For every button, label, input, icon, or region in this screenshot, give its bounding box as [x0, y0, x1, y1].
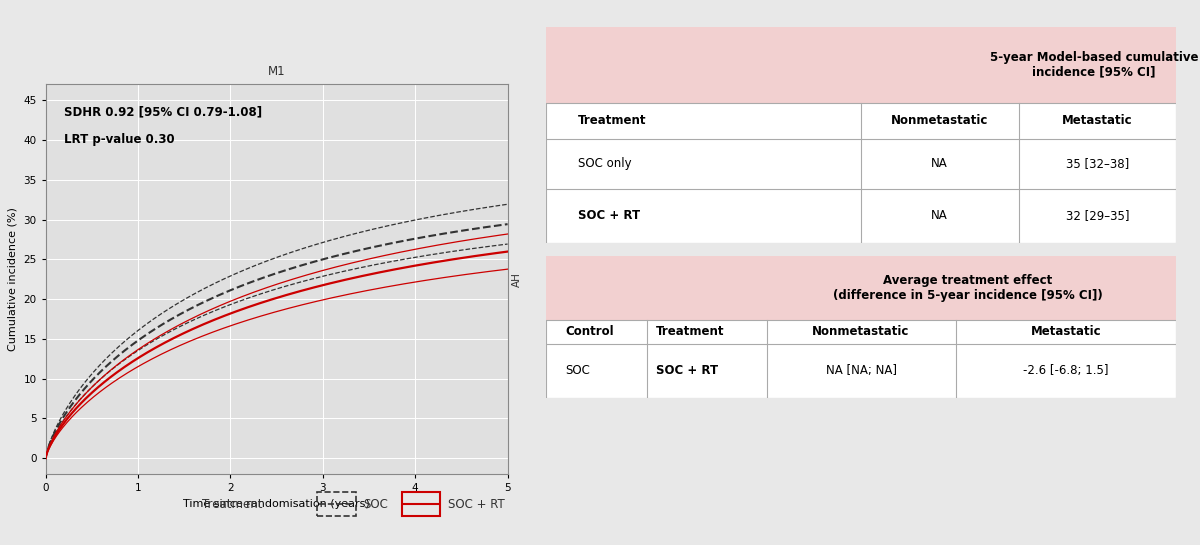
- Text: 35 [32–38]: 35 [32–38]: [1066, 158, 1129, 171]
- Text: Metastatic: Metastatic: [1062, 114, 1133, 128]
- Text: Metastatic: Metastatic: [1031, 325, 1102, 338]
- Text: Nonmetastatic: Nonmetastatic: [892, 114, 989, 128]
- Text: M1: M1: [268, 65, 286, 78]
- Text: Nonmetastatic: Nonmetastatic: [812, 325, 910, 338]
- Text: Treatment: Treatment: [656, 325, 725, 338]
- Text: Control: Control: [565, 325, 613, 338]
- Y-axis label: Cumulative incidence (%): Cumulative incidence (%): [7, 208, 18, 351]
- Bar: [317, 492, 355, 516]
- Text: SOC + RT: SOC + RT: [448, 498, 504, 511]
- Text: SOC: SOC: [364, 498, 389, 511]
- Text: SOC + RT: SOC + RT: [577, 209, 640, 222]
- Text: LRT p-value 0.30: LRT p-value 0.30: [64, 133, 175, 146]
- Text: SDHR 0.92 [95% CI 0.79-1.08]: SDHR 0.92 [95% CI 0.79-1.08]: [64, 106, 263, 119]
- Text: NA [NA; NA]: NA [NA; NA]: [826, 365, 896, 378]
- Text: Average treatment effect
(difference in 5-year incidence [95% CI]): Average treatment effect (difference in …: [833, 274, 1103, 302]
- X-axis label: Time since randomisation (years): Time since randomisation (years): [184, 499, 370, 508]
- Text: NA: NA: [931, 209, 948, 222]
- Text: SOC + RT: SOC + RT: [656, 365, 719, 378]
- Text: -2.6 [-6.8; 1.5]: -2.6 [-6.8; 1.5]: [1022, 365, 1109, 378]
- Text: AH: AH: [512, 272, 522, 287]
- Text: 32 [29–35]: 32 [29–35]: [1066, 209, 1129, 222]
- Text: 5-year Model-based cumulative
incidence [95% CI]: 5-year Model-based cumulative incidence …: [990, 51, 1199, 79]
- Bar: [546, 256, 1176, 320]
- Text: Treatment: Treatment: [577, 114, 646, 128]
- Bar: [402, 492, 440, 516]
- Text: SOC only: SOC only: [577, 158, 631, 171]
- Text: NA: NA: [931, 158, 948, 171]
- Text: SOC: SOC: [565, 365, 589, 378]
- Bar: [546, 27, 1176, 102]
- Text: Treatment: Treatment: [202, 498, 263, 511]
